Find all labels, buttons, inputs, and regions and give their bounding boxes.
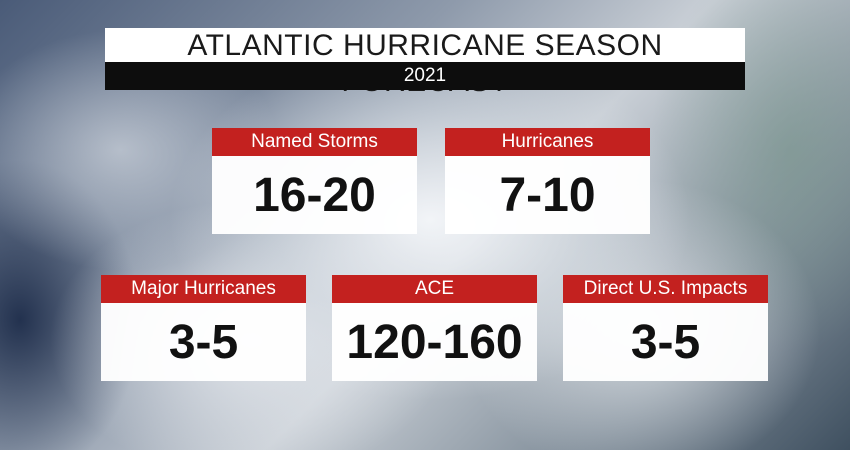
stat-value: 120-160 [332, 303, 537, 381]
stat-label: Direct U.S. Impacts [563, 275, 768, 303]
stat-value: 16-20 [212, 156, 417, 234]
subtitle: 2021 [105, 62, 745, 90]
stat-label: Major Hurricanes [101, 275, 306, 303]
stat-card: Direct U.S. Impacts 3-5 [563, 275, 768, 381]
stat-label: ACE [332, 275, 537, 303]
stat-value: 3-5 [563, 303, 768, 381]
stat-label: Hurricanes [445, 128, 650, 156]
stat-card: Major Hurricanes 3-5 [101, 275, 306, 381]
title: ATLANTIC HURRICANE SEASON FORECAST [105, 28, 745, 98]
stat-value: 3-5 [101, 303, 306, 381]
stat-card: Hurricanes 7-10 [445, 128, 650, 234]
stat-card: Named Storms 16-20 [212, 128, 417, 234]
stat-label: Named Storms [212, 128, 417, 156]
stat-value: 7-10 [445, 156, 650, 234]
stat-card: ACE 120-160 [332, 275, 537, 381]
